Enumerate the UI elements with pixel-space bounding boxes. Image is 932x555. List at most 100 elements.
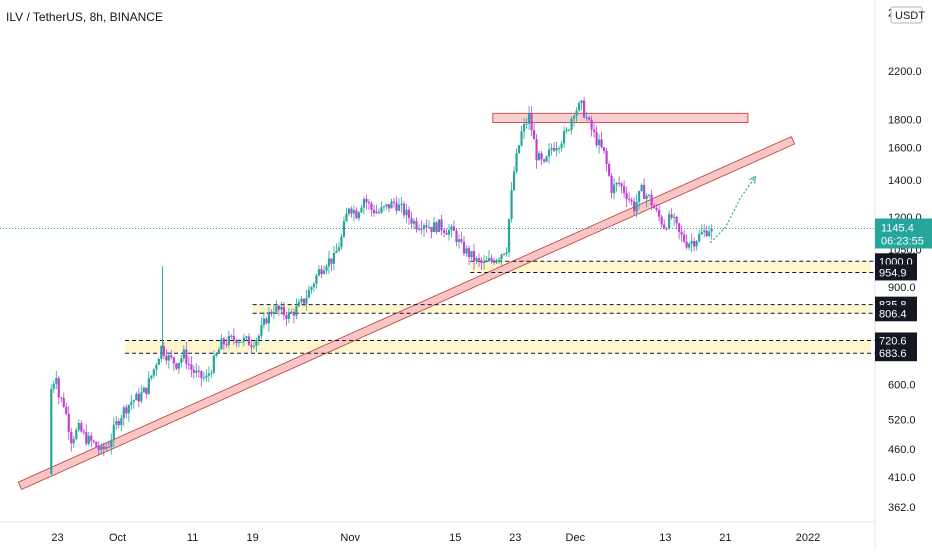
candle-body bbox=[70, 431, 73, 444]
candle-body bbox=[615, 182, 618, 185]
candle-body bbox=[693, 241, 696, 247]
candle-body bbox=[547, 149, 551, 157]
candle-body bbox=[658, 210, 661, 217]
candle-body bbox=[500, 254, 503, 260]
candle-body bbox=[392, 201, 396, 203]
candle-body bbox=[185, 349, 188, 364]
candle-body bbox=[485, 261, 488, 263]
candle-body bbox=[150, 375, 153, 379]
y-tick-label: 460.0 bbox=[888, 444, 916, 456]
candle-body bbox=[262, 318, 265, 326]
candle-body bbox=[147, 378, 150, 394]
countdown-label: 06:23:55 bbox=[881, 235, 924, 247]
y-tick-label: 1400.0 bbox=[888, 175, 922, 187]
candle-body bbox=[307, 289, 311, 298]
candle-body bbox=[240, 341, 243, 343]
x-tick-label: Oct bbox=[109, 532, 126, 544]
candle-body bbox=[327, 258, 331, 267]
level-tag bbox=[875, 305, 917, 322]
candle-body bbox=[660, 216, 663, 225]
candle-body bbox=[700, 232, 703, 235]
candle-body bbox=[315, 275, 318, 284]
candle-body bbox=[582, 100, 586, 118]
candle-body bbox=[527, 113, 531, 124]
candle-body bbox=[620, 183, 623, 187]
candle-body bbox=[112, 424, 115, 440]
candle-body bbox=[292, 311, 296, 316]
x-tick-label: 21 bbox=[719, 532, 731, 544]
candle-body bbox=[530, 113, 533, 131]
candle-body bbox=[257, 335, 260, 340]
candle-body bbox=[412, 220, 416, 224]
time-axis[interactable]: 23 Oct 11 19 Nov 15 23 Dec 13 21 2022 bbox=[0, 521, 875, 544]
candle-body bbox=[80, 423, 83, 432]
candle-body bbox=[445, 232, 448, 235]
candle-body bbox=[87, 435, 90, 444]
projection-arrowhead bbox=[748, 175, 757, 184]
candle-body bbox=[230, 335, 233, 337]
candle-body bbox=[370, 203, 373, 210]
candle-body bbox=[312, 283, 316, 288]
candle-body bbox=[212, 355, 215, 373]
support-zone bbox=[252, 304, 871, 314]
candle-body bbox=[705, 230, 708, 237]
candle-body bbox=[690, 241, 693, 244]
candle-body bbox=[287, 312, 291, 319]
candle-body bbox=[442, 230, 446, 233]
candle-body bbox=[225, 344, 228, 346]
candle-body bbox=[305, 297, 308, 304]
x-tick-label: 23 bbox=[51, 532, 63, 544]
candle-body bbox=[450, 226, 453, 230]
candle-body bbox=[110, 439, 113, 447]
candle-body bbox=[217, 349, 220, 354]
level-tag-label: 720.6 bbox=[879, 335, 907, 347]
candle-body bbox=[698, 234, 701, 242]
candle-body bbox=[247, 336, 250, 346]
candle-body bbox=[520, 131, 523, 146]
candle-body bbox=[295, 306, 298, 316]
price-tags: 1000.0954.9835.8806.4720.6683.61145.406:… bbox=[875, 218, 932, 362]
candle-body bbox=[235, 339, 238, 344]
candle-body bbox=[317, 269, 321, 276]
candle-body bbox=[603, 147, 606, 151]
candle-body bbox=[540, 153, 543, 160]
candle-body bbox=[167, 355, 170, 361]
candle-body bbox=[165, 355, 168, 361]
y-tick-label: 520.0 bbox=[888, 414, 916, 426]
currency-label: USDT bbox=[895, 10, 925, 22]
candle-body bbox=[277, 305, 281, 310]
candle-body bbox=[420, 228, 423, 230]
x-tick-label: 15 bbox=[449, 532, 461, 544]
resistance-box bbox=[492, 112, 749, 124]
candle-body bbox=[377, 211, 381, 213]
y-tick-label: 362.0 bbox=[888, 502, 916, 514]
candle-body bbox=[618, 182, 621, 184]
candle-body bbox=[432, 222, 436, 232]
projection-curve bbox=[709, 176, 756, 244]
candle-body bbox=[137, 393, 140, 402]
candle-body bbox=[695, 241, 698, 247]
candle-body bbox=[545, 156, 548, 162]
candle-body bbox=[187, 363, 190, 365]
candle-body bbox=[330, 258, 333, 264]
x-tick-label: Dec bbox=[566, 532, 586, 544]
candle-body bbox=[325, 266, 328, 271]
candle-body bbox=[350, 208, 353, 214]
candle-body bbox=[382, 206, 386, 208]
candle-body bbox=[332, 252, 336, 264]
y-tick-label: 600.0 bbox=[888, 380, 916, 392]
candle-body bbox=[623, 186, 626, 194]
candle-body bbox=[402, 203, 406, 216]
candle-body bbox=[517, 145, 521, 154]
y-tick-label: 900.0 bbox=[888, 282, 916, 294]
x-tick-label: 13 bbox=[659, 532, 671, 544]
candle-body bbox=[475, 258, 478, 262]
candle-body bbox=[320, 269, 323, 274]
candle-body bbox=[645, 195, 648, 199]
candle-body bbox=[310, 287, 313, 290]
candle-body bbox=[285, 315, 288, 319]
candle-body bbox=[60, 397, 63, 399]
trendline-layer bbox=[17, 136, 796, 490]
